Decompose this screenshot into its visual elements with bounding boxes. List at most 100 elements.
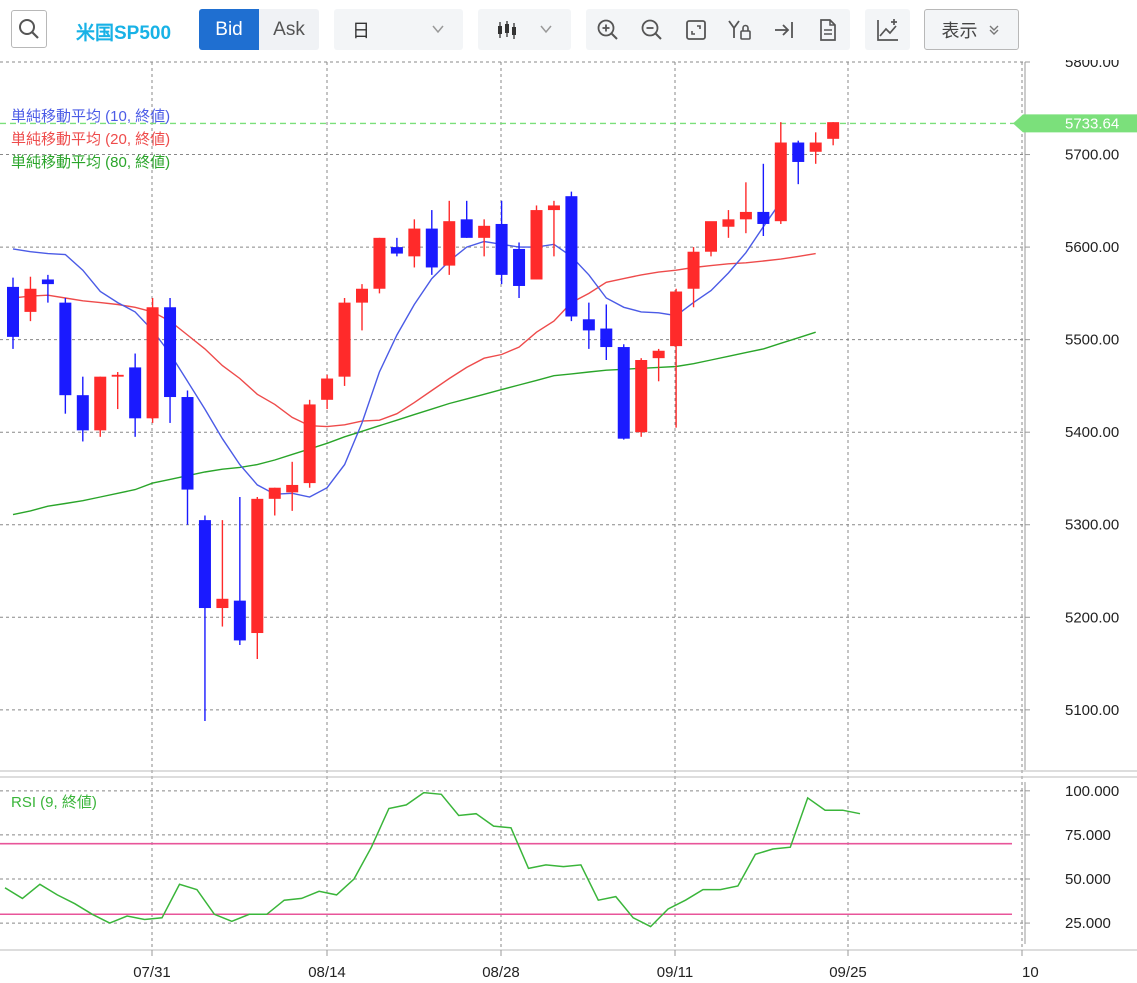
candle-body (268, 487, 281, 499)
candle-body (443, 221, 456, 266)
rsi-tick-label: 25.000 (1065, 915, 1111, 932)
candle-body (321, 378, 334, 400)
ask-button[interactable]: Ask (259, 9, 319, 50)
candle-body (356, 288, 368, 303)
candle-body (59, 302, 72, 396)
candle-body (129, 367, 142, 419)
candle-body (687, 251, 700, 289)
chevron-down-icon (432, 25, 444, 34)
rsi-tick-label: 50.000 (1065, 871, 1111, 888)
candle-body (635, 360, 648, 433)
legend-entry: 単純移動平均 (80, 終値) (11, 154, 170, 171)
price-tick-label: 5700.00 (1065, 147, 1119, 164)
candle-body (617, 347, 630, 439)
add-indicator-button[interactable] (865, 9, 910, 50)
rsi-tick-label: 75.000 (1065, 827, 1111, 844)
candle-body (495, 223, 508, 275)
current-price-label: 5733.64 (1065, 115, 1119, 132)
date-tick-label: 07/31 (133, 964, 171, 981)
date-tick-label: 09/25 (829, 964, 867, 981)
candle-body (827, 122, 840, 139)
candle-body (94, 376, 107, 431)
legend-entry: 単純移動平均 (20, 終値) (11, 131, 170, 148)
display-menu-button[interactable]: 表示 (924, 9, 1019, 50)
candle-body (408, 228, 421, 257)
search-icon (19, 19, 39, 39)
document-icon[interactable] (810, 9, 846, 50)
candle-body (652, 350, 665, 359)
double-chevron-down-icon (989, 25, 998, 35)
chart-type-select[interactable] (478, 9, 571, 50)
toolbar: 米国SP500 Bid Ask 日 表示 (0, 0, 1137, 60)
price-tick-label: 5600.00 (1065, 239, 1119, 256)
current-price-badge (1013, 114, 1137, 133)
candle-body (373, 237, 386, 289)
price-tick-label: 5200.00 (1065, 609, 1119, 626)
candle-body (809, 142, 822, 152)
candlestick-icon (498, 20, 516, 39)
candle-body (76, 395, 89, 431)
zoom-out-icon[interactable] (634, 9, 670, 50)
chart-tools-group (586, 9, 850, 50)
date-tick-label: 08/14 (308, 964, 346, 981)
y-axis-lock-icon[interactable] (722, 9, 758, 50)
candle-body (111, 374, 124, 377)
rsi-title: RSI (9, 終値) (11, 794, 97, 811)
candle-body (233, 600, 246, 641)
sma80-line (12, 331, 816, 516)
period-value: 日 (352, 20, 370, 41)
candle-body (478, 225, 491, 238)
legend-entry: 単純移動平均 (10, 終値) (11, 108, 170, 125)
candle-body (198, 520, 211, 609)
candle-body (338, 302, 351, 377)
price-tick-label: 5500.00 (1065, 332, 1119, 349)
candle-body (670, 291, 683, 347)
date-tick-label: 09/11 (657, 964, 693, 981)
price-tick-label: 5300.00 (1065, 517, 1119, 534)
candle-body (582, 319, 595, 331)
candle-body (513, 248, 526, 286)
price-tick-label: 5100.00 (1065, 702, 1119, 719)
chevron-down-icon (540, 25, 552, 34)
symbol-name[interactable]: 米国SP500 (76, 23, 172, 44)
candle-body (460, 219, 473, 238)
candle-body (7, 286, 19, 337)
sma10-line (12, 201, 782, 498)
candle-body (792, 142, 805, 162)
candle-body (757, 211, 770, 224)
candle-body (41, 279, 54, 285)
candle-body (390, 247, 403, 254)
display-label: 表示 (941, 20, 978, 41)
candle-body (774, 142, 787, 222)
candle-body (722, 219, 735, 227)
rsi-line (4, 791, 861, 928)
date-tick-label: 10 (1022, 964, 1039, 981)
candle-body (303, 404, 316, 484)
candle-body (530, 210, 543, 280)
scroll-to-end-icon[interactable] (766, 9, 802, 50)
candle-body (164, 307, 177, 398)
price-tick-label: 5800.00 (1065, 60, 1119, 71)
candle-body (425, 228, 438, 268)
search-button[interactable] (11, 10, 47, 48)
candle-body (286, 484, 299, 493)
candle-body (600, 328, 613, 348)
add-indicator-icon (876, 18, 898, 41)
price-tick-label: 5400.00 (1065, 424, 1119, 441)
price-chart[interactable]: 5100.00 5200.00 5300.00 5400.00 5500.00 5600.… (0, 60, 1137, 983)
candle-body (146, 307, 159, 419)
candle-body (739, 211, 752, 220)
candle-body (181, 397, 194, 490)
candle-body (216, 598, 229, 609)
candle-body (24, 288, 37, 312)
period-select[interactable]: 日 (334, 9, 463, 50)
zoom-in-icon[interactable] (590, 9, 626, 50)
candle-body (705, 221, 717, 252)
candle-body (565, 196, 578, 317)
rsi-tick-label: 100.000 (1065, 783, 1119, 800)
fit-screen-icon[interactable] (678, 9, 714, 50)
candle-body (251, 498, 264, 634)
candle-body (547, 205, 560, 211)
bid-button[interactable]: Bid (199, 9, 259, 50)
date-tick-label: 08/28 (482, 964, 520, 981)
